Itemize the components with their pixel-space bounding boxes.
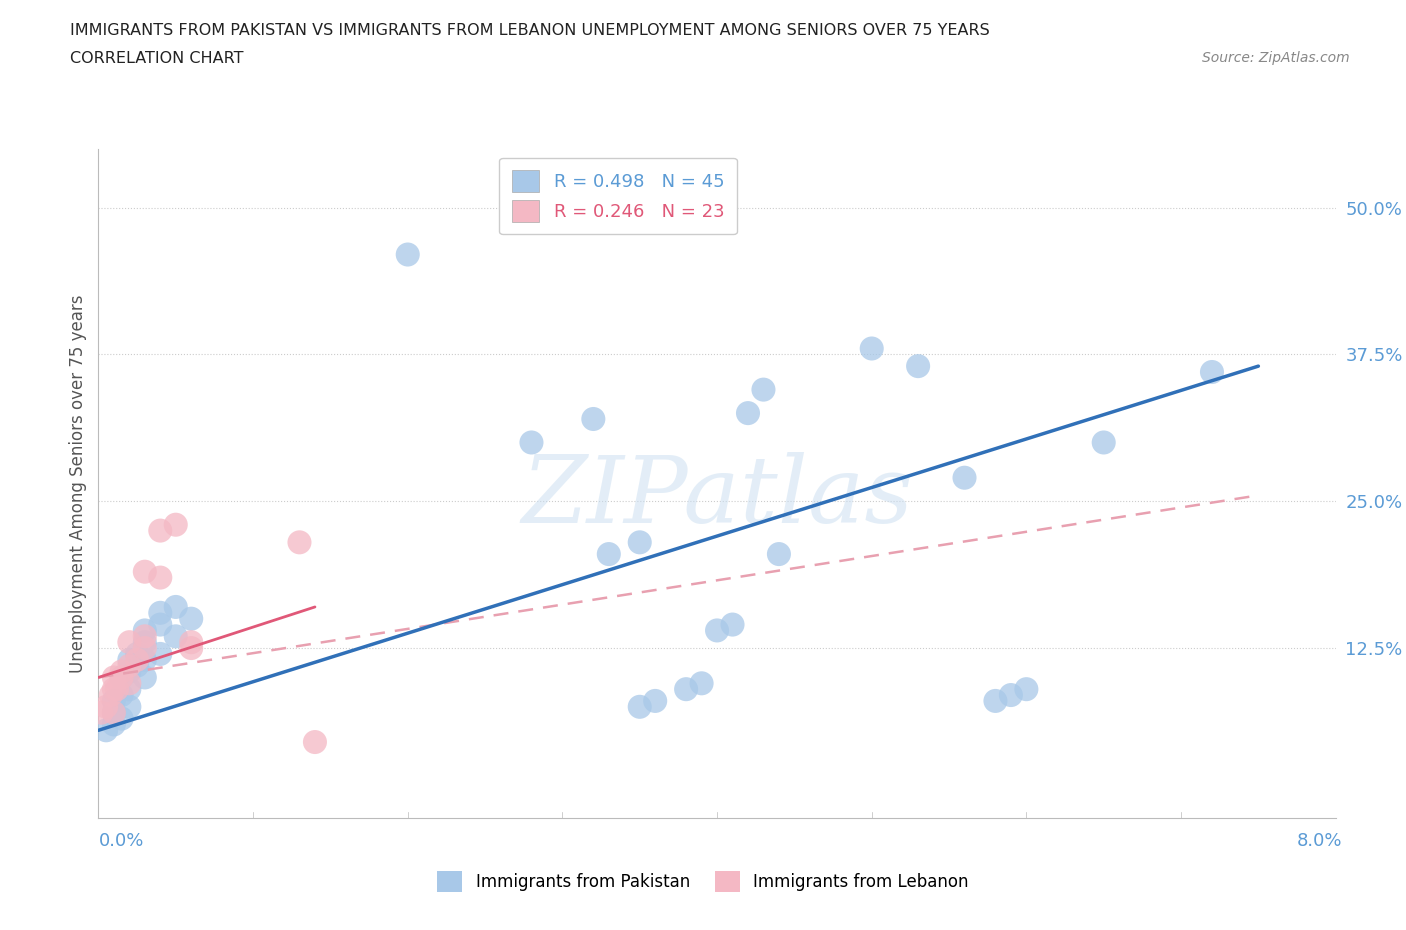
Point [96,723,118,737]
Point [1201,365,1223,379]
Point [100,687,122,702]
Point [134,641,156,656]
Text: ZIPatlas: ZIPatlas [522,452,912,542]
Point [180,611,202,626]
Point [396,247,419,262]
Point [1015,682,1038,697]
Point [675,682,697,697]
Point [165,629,187,644]
Text: 0.0%: 0.0% [98,832,143,850]
Point [134,670,156,684]
Point [103,705,125,720]
Point [118,682,141,697]
Point [103,670,125,684]
Point [628,699,651,714]
Point [180,641,202,656]
Y-axis label: Unemployment Among Seniors over 75 years: Unemployment Among Seniors over 75 years [69,295,87,672]
Point [103,682,125,697]
Point [582,412,605,427]
Point [134,629,156,644]
Point [103,717,125,732]
Legend: R = 0.498   N = 45, R = 0.246   N = 23: R = 0.498 N = 45, R = 0.246 N = 23 [499,158,737,234]
Point [860,341,883,356]
Point [134,635,156,650]
Point [628,535,651,550]
Point [127,652,149,667]
Point [149,570,172,585]
Point [118,635,141,650]
Point [111,664,132,679]
Point [907,359,929,374]
Point [118,676,141,691]
Point [706,623,728,638]
Point [520,435,543,450]
Point [288,535,311,550]
Point [118,658,141,673]
Point [721,618,744,632]
Point [111,670,132,684]
Point [118,652,141,667]
Point [118,699,141,714]
Point [127,646,149,661]
Point [149,605,172,620]
Point [165,600,187,615]
Point [127,658,149,673]
Text: Source: ZipAtlas.com: Source: ZipAtlas.com [1202,51,1350,65]
Point [644,694,666,709]
Point [111,670,132,684]
Point [103,694,125,709]
Legend: Immigrants from Pakistan, Immigrants from Lebanon: Immigrants from Pakistan, Immigrants fro… [430,865,976,898]
Point [953,471,976,485]
Text: IMMIGRANTS FROM PAKISTAN VS IMMIGRANTS FROM LEBANON UNEMPLOYMENT AMONG SENIORS O: IMMIGRANTS FROM PAKISTAN VS IMMIGRANTS F… [70,23,990,38]
Point [752,382,775,397]
Point [598,547,620,562]
Point [149,618,172,632]
Point [165,517,187,532]
Point [134,652,156,667]
Text: CORRELATION CHART: CORRELATION CHART [70,51,243,66]
Point [118,664,141,679]
Point [1000,687,1022,702]
Point [690,676,713,691]
Point [90,705,112,720]
Point [111,687,132,702]
Point [180,635,202,650]
Point [984,694,1007,709]
Text: 8.0%: 8.0% [1298,832,1343,850]
Point [1092,435,1115,450]
Point [103,705,125,720]
Point [134,565,156,579]
Point [111,711,132,726]
Point [304,735,326,750]
Point [105,682,128,697]
Point [737,405,759,420]
Point [149,524,172,538]
Point [149,646,172,661]
Point [96,699,118,714]
Point [134,623,156,638]
Point [768,547,790,562]
